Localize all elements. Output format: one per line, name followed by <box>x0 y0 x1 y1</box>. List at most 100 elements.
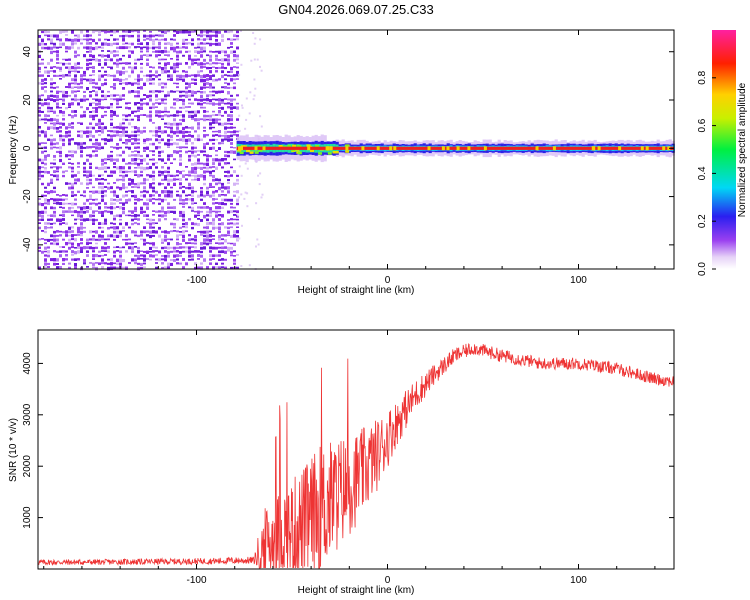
spectrogram-noise-cell <box>152 158 155 161</box>
spectrogram-noise-cell <box>98 182 101 185</box>
spectrogram-noise-cell <box>38 166 41 170</box>
spectrogram-noise-cell <box>152 250 155 253</box>
spectrogram-noise-cell <box>98 126 101 130</box>
spectrogram-noise-cell <box>164 114 167 117</box>
spectrogram-noise-cell <box>161 138 164 142</box>
spectrogram-frame <box>37 29 675 270</box>
snr-y-tick-label: 2000 <box>22 455 33 478</box>
spectrogram-noise-cell <box>260 125 263 128</box>
spectrogram-noise-cell <box>68 230 71 234</box>
spectrogram-noise-cell <box>170 194 173 198</box>
spectrogram-noise-cell <box>215 54 218 58</box>
spectrogram-noise-cell <box>221 142 224 145</box>
spectrogram-noise-cell <box>38 214 41 218</box>
spectrogram-noise-cell <box>194 58 197 62</box>
spectrogram-noise-cell <box>230 106 233 110</box>
spectrogram-noise-cell <box>71 242 74 246</box>
spectrogram-noise-cell <box>182 230 185 234</box>
spectrogram-noise-cell <box>38 202 41 206</box>
spectrogram-noise-cell <box>170 78 173 81</box>
spectrogram-noise-cell <box>221 102 224 104</box>
spectrogram-noise-cell <box>161 238 164 242</box>
spectrogram-noise-cell <box>119 130 122 133</box>
spectrogram-noise-cell <box>95 166 98 170</box>
spectrogram-noise-cell <box>137 222 140 226</box>
spectrogram-noise-cell <box>77 190 80 193</box>
spectrogram-noise-cell <box>71 154 74 158</box>
spectrogram-noise-cell <box>185 198 188 201</box>
spectrogram-noise-cell <box>140 78 143 81</box>
spectrogram-noise-cell <box>137 90 140 94</box>
spectrogram-noise-cell <box>230 210 233 214</box>
spectrogram-noise-cell <box>215 98 218 101</box>
spectrogram-noise-cell <box>101 182 104 185</box>
spectrogram-noise-cell <box>56 234 59 237</box>
spectrogram-noise-cell <box>182 222 185 226</box>
spectrogram-noise-cell <box>221 66 224 69</box>
spectrogram-noise-cell <box>119 166 122 170</box>
spectrogram-noise-cell <box>152 150 155 153</box>
spectrogram-noise-cell <box>188 94 191 98</box>
spectrogram-noise-cell <box>41 82 44 85</box>
spectrogram-noise-cell <box>65 242 68 246</box>
spectrogram-noise-cell <box>134 198 137 201</box>
spectrogram-noise-cell <box>86 42 89 45</box>
spectrogram-noise-cell <box>176 82 179 85</box>
spectrogram-noise-cell <box>80 214 83 218</box>
spectrogram-noise-cell <box>241 104 243 107</box>
spectrogram-noise-cell <box>155 246 158 249</box>
spectrogram-noise-cell <box>140 238 143 241</box>
spectrogram-noise-cell <box>53 166 56 168</box>
spectrogram-noise-cell <box>167 110 170 113</box>
spectrogram-noise-cell <box>47 190 50 195</box>
spectrogram-noise-cell <box>107 206 110 209</box>
spectrogram-noise-cell <box>89 206 92 210</box>
spectrogram-noise-cell <box>185 142 188 145</box>
spectrogram-noise-cell <box>83 210 86 214</box>
spectrogram-noise-cell <box>170 74 173 78</box>
spectrogram-noise-cell <box>104 178 107 181</box>
spectrogram-noise-cell <box>59 74 62 77</box>
spectrogram-noise-cell <box>200 102 203 106</box>
spectrogram-noise-cell <box>80 134 83 138</box>
spectrogram-noise-cell <box>206 98 209 102</box>
spectrogram-noise-cell <box>152 50 155 53</box>
spectrogram-noise-cell <box>221 198 224 202</box>
spectrogram-noise-cell <box>86 246 89 249</box>
spectrogram-noise-cell <box>128 238 131 241</box>
spectrogram-noise-cell <box>116 250 119 252</box>
spectrogram-noise-cell <box>191 74 194 77</box>
spectrogram-noise-cell <box>203 230 206 234</box>
spectrogram-noise-cell <box>227 126 230 129</box>
spectrogram-noise-cell <box>206 54 209 57</box>
spectrogram-noise-cell <box>59 158 62 163</box>
spectrogram-noise-cell <box>173 34 176 37</box>
spectrogram-noise-cell <box>83 70 86 75</box>
spectrogram-noise-cell <box>62 206 65 209</box>
spectrogram-noise-cell <box>74 38 77 42</box>
spectrogram-noise-cell <box>194 138 197 141</box>
spectrogram-noise-cell <box>113 126 116 129</box>
spectrogram-noise-cell <box>191 126 194 130</box>
spectrogram-noise-cell <box>140 166 143 170</box>
spectrogram-noise-cell <box>68 138 71 142</box>
spectrogram-noise-cell <box>50 142 53 146</box>
spectrogram-noise-cell <box>134 183 137 186</box>
spectrogram-noise-cell <box>212 186 215 188</box>
spectrogram-noise-cell <box>179 194 182 198</box>
spectrogram-noise-cell <box>218 186 221 191</box>
spectrogram-noise-cell <box>131 218 134 222</box>
spectrogram-noise-cell <box>170 246 173 249</box>
spectrogram-noise-cell <box>140 262 143 267</box>
spectrogram-noise-cell <box>110 146 113 148</box>
spectrogram-noise-cell <box>194 214 197 218</box>
spectrogram-noise-cell <box>53 82 56 85</box>
spectrogram-noise-cell <box>56 142 59 145</box>
spectrogram-noise-cell <box>80 238 83 241</box>
spectrogram-noise-cell <box>38 35 41 38</box>
spectrogram-noise-cell <box>98 106 101 109</box>
spectrogram-noise-cell <box>238 165 241 168</box>
spectrogram-noise-cell <box>74 247 77 249</box>
spectrogram-noise-cell <box>89 78 92 82</box>
spectrogram-noise-cell <box>107 258 110 261</box>
